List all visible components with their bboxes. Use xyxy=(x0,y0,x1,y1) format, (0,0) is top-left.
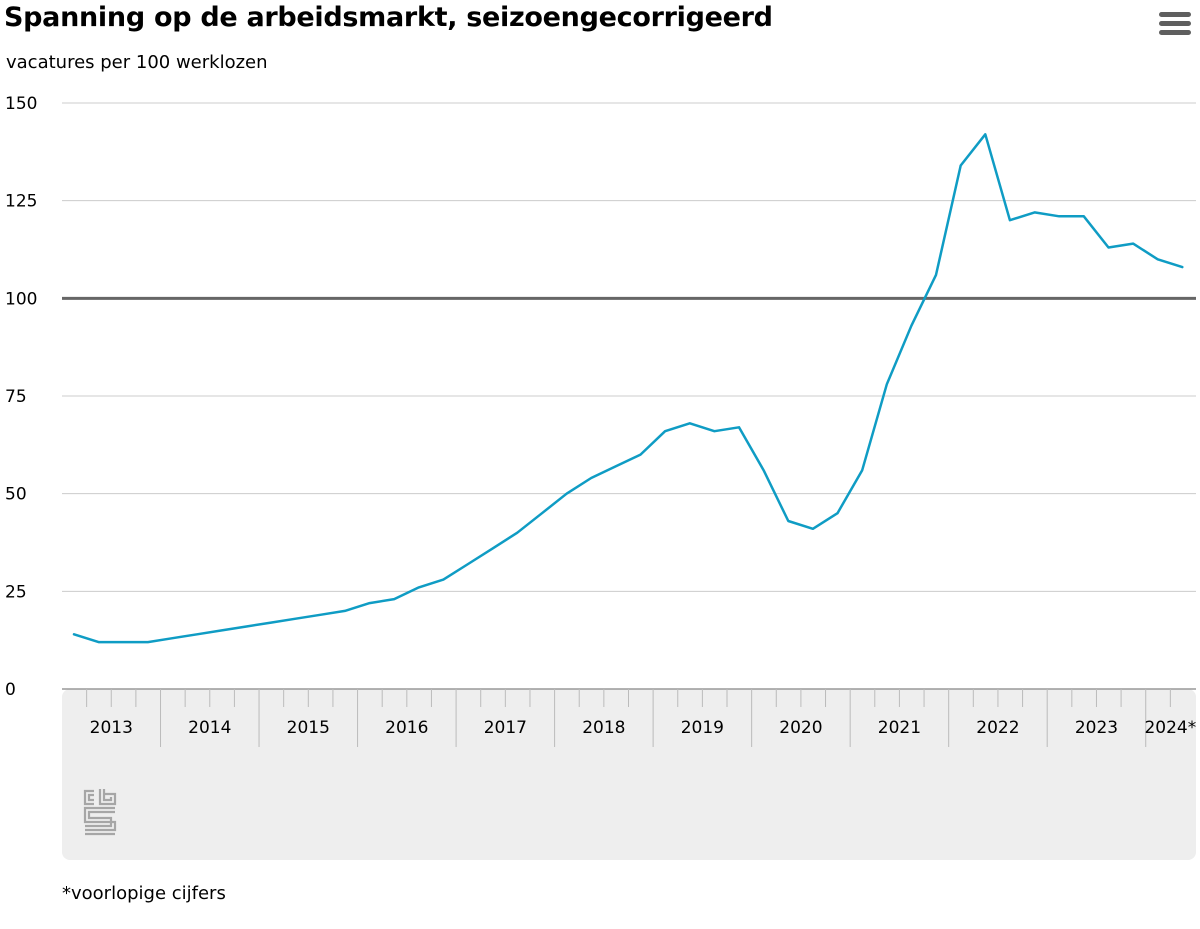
menu-bar xyxy=(1159,30,1191,35)
x-tick-label: 2013 xyxy=(90,718,133,738)
x-tick-label: 2017 xyxy=(484,718,527,738)
y-tick-label: 150 xyxy=(5,94,37,114)
x-axis: 2013 2014 2015 2016 2017 2018 2019 2020 2021 2022… xyxy=(86,689,1196,747)
y-axis-ticks: 0 25 50 75 100 125 150 xyxy=(5,94,37,700)
y-tick-label: 100 xyxy=(5,289,37,309)
y-tick-label: 25 xyxy=(5,582,27,602)
x-tick-label: 2020 xyxy=(779,718,822,738)
series-layer xyxy=(72,133,1184,644)
footnote: *voorlopige cijfers xyxy=(62,883,226,904)
y-tick-label: 125 xyxy=(5,192,37,212)
x-tick-label: 2022 xyxy=(976,718,1019,738)
menu-bar xyxy=(1159,21,1191,26)
y-tick-label: 75 xyxy=(5,387,27,407)
y-tick-label: 0 xyxy=(5,680,16,700)
series-line xyxy=(72,133,1184,644)
x-tick-label: 2024* xyxy=(1144,718,1196,738)
x-tick-label: 2014 xyxy=(188,718,231,738)
x-tick-label: 2021 xyxy=(878,718,921,738)
axis-and-logo-band xyxy=(62,689,1196,860)
x-tick-label: 2019 xyxy=(681,718,724,738)
chart-title: Spanning op de arbeidsmarkt, seizoengeco… xyxy=(4,2,773,33)
hamburger-menu-icon[interactable] xyxy=(1159,12,1191,40)
gridlines xyxy=(62,102,1196,690)
x-tick-label: 2015 xyxy=(287,718,330,738)
y-tick-label: 50 xyxy=(5,485,27,505)
y-axis-unit-label: vacatures per 100 werklozen xyxy=(6,52,268,73)
x-tick-label: 2023 xyxy=(1075,718,1118,738)
menu-bar xyxy=(1159,12,1191,17)
x-tick-label: 2016 xyxy=(385,718,428,738)
x-tick-label: 2018 xyxy=(582,718,625,738)
cbs-logo-icon xyxy=(83,789,117,836)
